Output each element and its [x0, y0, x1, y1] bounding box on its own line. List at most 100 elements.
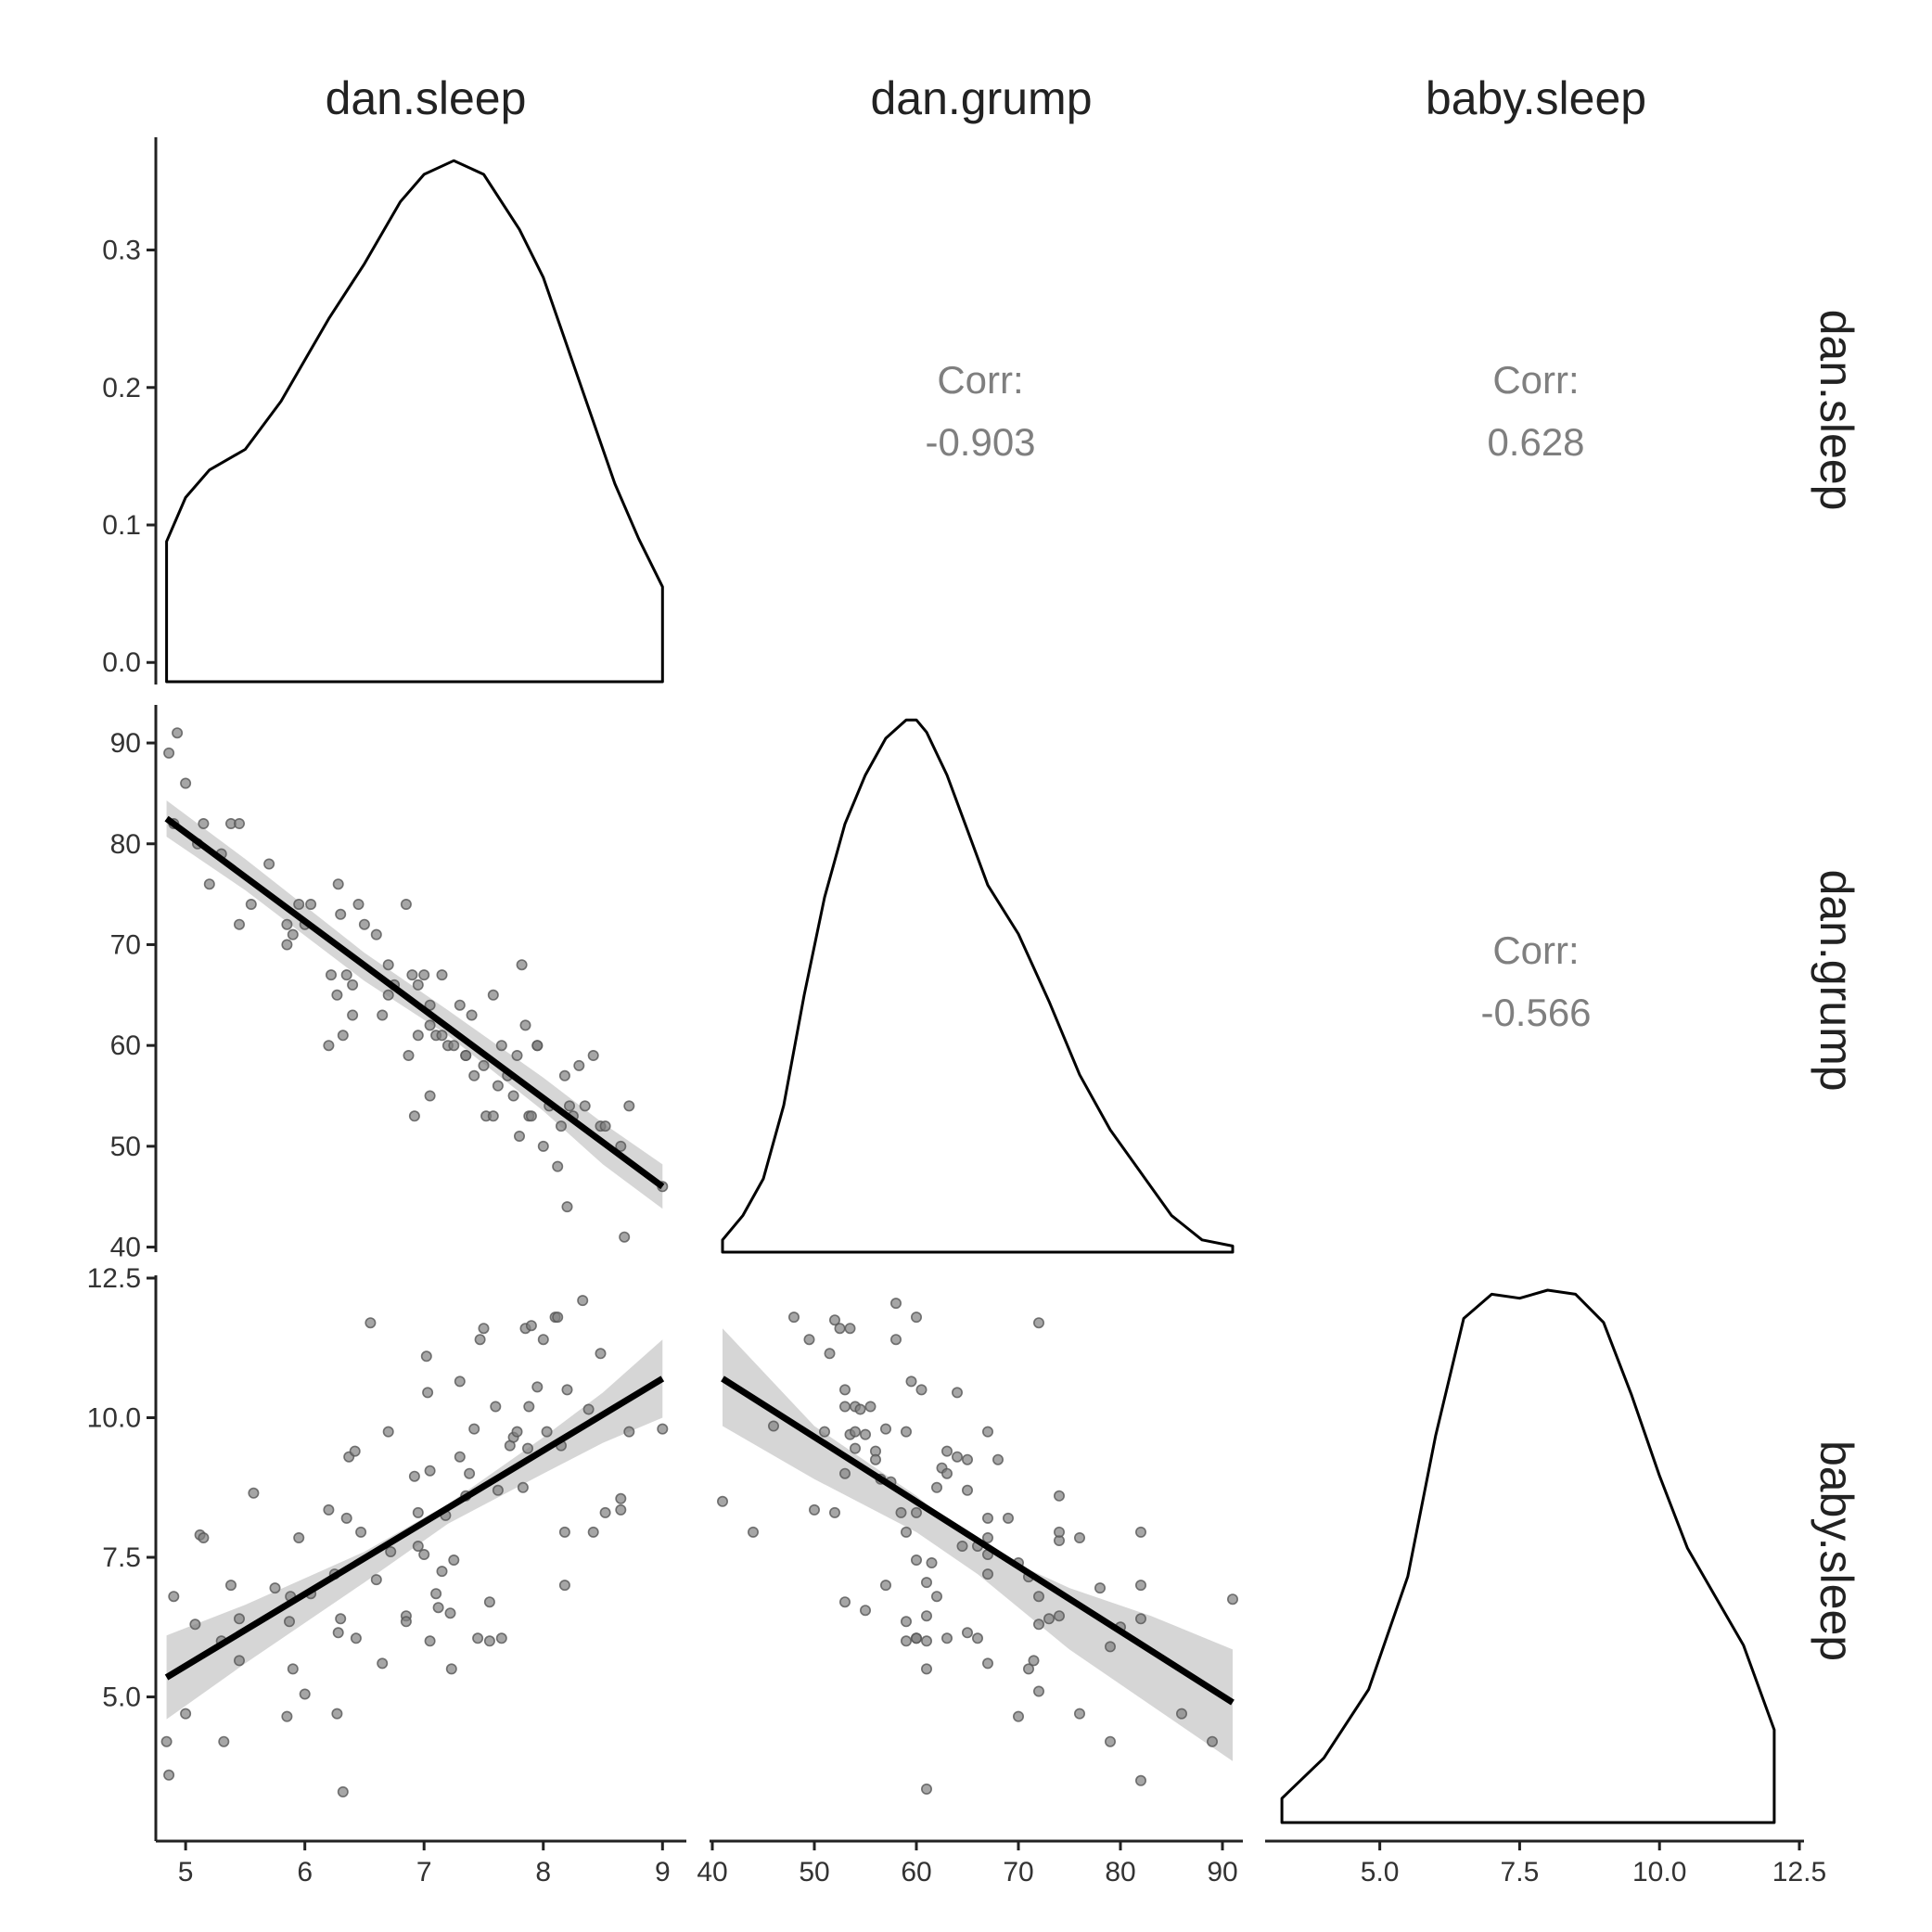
scatter-point — [198, 1532, 210, 1544]
scatter-point — [599, 1120, 611, 1132]
scatter-point — [269, 1582, 281, 1594]
density-curve-dan-sleep — [165, 159, 664, 684]
scatter-point — [879, 1423, 891, 1435]
scatter-point — [234, 1655, 246, 1667]
scatter-point — [436, 969, 448, 981]
scatter-point — [225, 1580, 237, 1592]
scatter-point — [412, 1541, 424, 1553]
scatter-point — [623, 1100, 635, 1112]
scatter-point — [582, 1403, 595, 1415]
scatter-point — [430, 1588, 442, 1600]
scatter-point — [859, 1428, 871, 1440]
y-tick-label: 10.0 — [87, 1403, 141, 1434]
scatter-point — [474, 1334, 486, 1346]
scatter-point — [245, 898, 257, 910]
scatter-point — [1003, 1512, 1015, 1524]
scatter-point — [234, 1613, 246, 1625]
density-curve-dan-grump — [721, 718, 1235, 1254]
column-strip-label: baby.sleep — [1426, 72, 1646, 124]
scatter-point — [910, 1311, 922, 1324]
x-tick-label: 5 — [178, 1857, 194, 1887]
scatter-point — [358, 918, 370, 930]
scatter-point — [808, 1503, 820, 1516]
scatter-point — [657, 1423, 669, 1435]
regression-line — [721, 1375, 1235, 1706]
scatter-point — [1227, 1593, 1239, 1606]
y-tick-label: 40 — [110, 1233, 141, 1263]
scatter-point — [824, 1348, 836, 1360]
scatter-point — [838, 1384, 851, 1396]
scatter-point — [1176, 1708, 1188, 1720]
scatter-point — [424, 1635, 436, 1647]
corr-value: -0.903 — [925, 420, 1035, 464]
scatter-point — [454, 1451, 466, 1463]
scatter-point — [464, 1467, 476, 1479]
scatter-point — [523, 1401, 535, 1413]
x-tick-label: 10.0 — [1632, 1857, 1686, 1887]
scatter-point — [468, 1069, 480, 1081]
scatter-point — [962, 1453, 974, 1465]
scatter-point — [340, 1512, 352, 1524]
scatter-point — [834, 1323, 846, 1335]
scatter-point — [541, 1426, 553, 1438]
y-tick-label: 0.3 — [102, 236, 141, 266]
scatter-point — [218, 1735, 230, 1747]
scatter-point — [1043, 1613, 1056, 1625]
scatter-point — [420, 1350, 432, 1363]
scatter-point — [962, 1627, 974, 1639]
scatter-point — [531, 1040, 544, 1052]
scatter-point — [1105, 1641, 1117, 1653]
scatter-point — [623, 1426, 635, 1438]
scatter-point — [595, 1348, 607, 1360]
scatter-point — [180, 1708, 192, 1720]
scatter-point — [495, 1632, 507, 1644]
scatter-point — [1033, 1591, 1045, 1603]
scatter-point — [325, 969, 337, 981]
scatter-point — [905, 1375, 917, 1388]
scatter-point — [511, 1050, 523, 1062]
scatter-point — [516, 959, 528, 971]
scatter-point — [926, 1557, 938, 1569]
scatter-point — [619, 1231, 631, 1243]
scatter-point — [382, 959, 394, 971]
scatter-point — [982, 1426, 994, 1438]
scatter-point — [385, 1546, 397, 1558]
scatter-point — [525, 1110, 537, 1122]
x-tick-label: 7.5 — [1501, 1857, 1540, 1887]
scatter-point — [203, 878, 215, 890]
scatter-point — [920, 1783, 932, 1795]
scatter-point — [552, 1311, 564, 1324]
scatter-point — [900, 1616, 912, 1628]
scatter-point — [962, 1484, 974, 1496]
corr-label: Corr: — [937, 358, 1023, 402]
corr-label: Corr: — [1492, 928, 1579, 972]
x-tick-label: 50 — [799, 1857, 829, 1887]
x-tick-label: 7 — [416, 1857, 432, 1887]
scatter-point — [930, 1481, 942, 1493]
x-tick-label: 5.0 — [1361, 1857, 1400, 1887]
scatter-point — [952, 1387, 964, 1399]
scatter-point — [382, 989, 394, 1001]
y-tick-label: 60 — [110, 1030, 141, 1061]
scatter-point — [408, 1470, 420, 1482]
scatter-point — [920, 1610, 932, 1622]
scatter-point — [352, 898, 365, 910]
scatter-point — [615, 1140, 627, 1152]
x-tick-label: 70 — [1003, 1857, 1033, 1887]
scatter-point — [400, 1616, 412, 1628]
scatter-point — [234, 918, 246, 930]
scatter-point — [377, 1009, 389, 1021]
scatter-point — [767, 1420, 779, 1432]
scatter-point — [400, 898, 412, 910]
scatter-point — [1028, 1655, 1040, 1667]
scatter-point — [444, 1607, 456, 1619]
scatter-point — [1054, 1526, 1066, 1538]
scatter-point — [331, 1708, 343, 1720]
scatter-point — [558, 1580, 570, 1592]
corr-value: 0.628 — [1487, 420, 1584, 464]
x-tick-label: 80 — [1105, 1857, 1135, 1887]
y-tick-label: 0.1 — [102, 510, 141, 541]
scatter-point — [495, 1040, 507, 1052]
x-tick-label: 9 — [655, 1857, 671, 1887]
